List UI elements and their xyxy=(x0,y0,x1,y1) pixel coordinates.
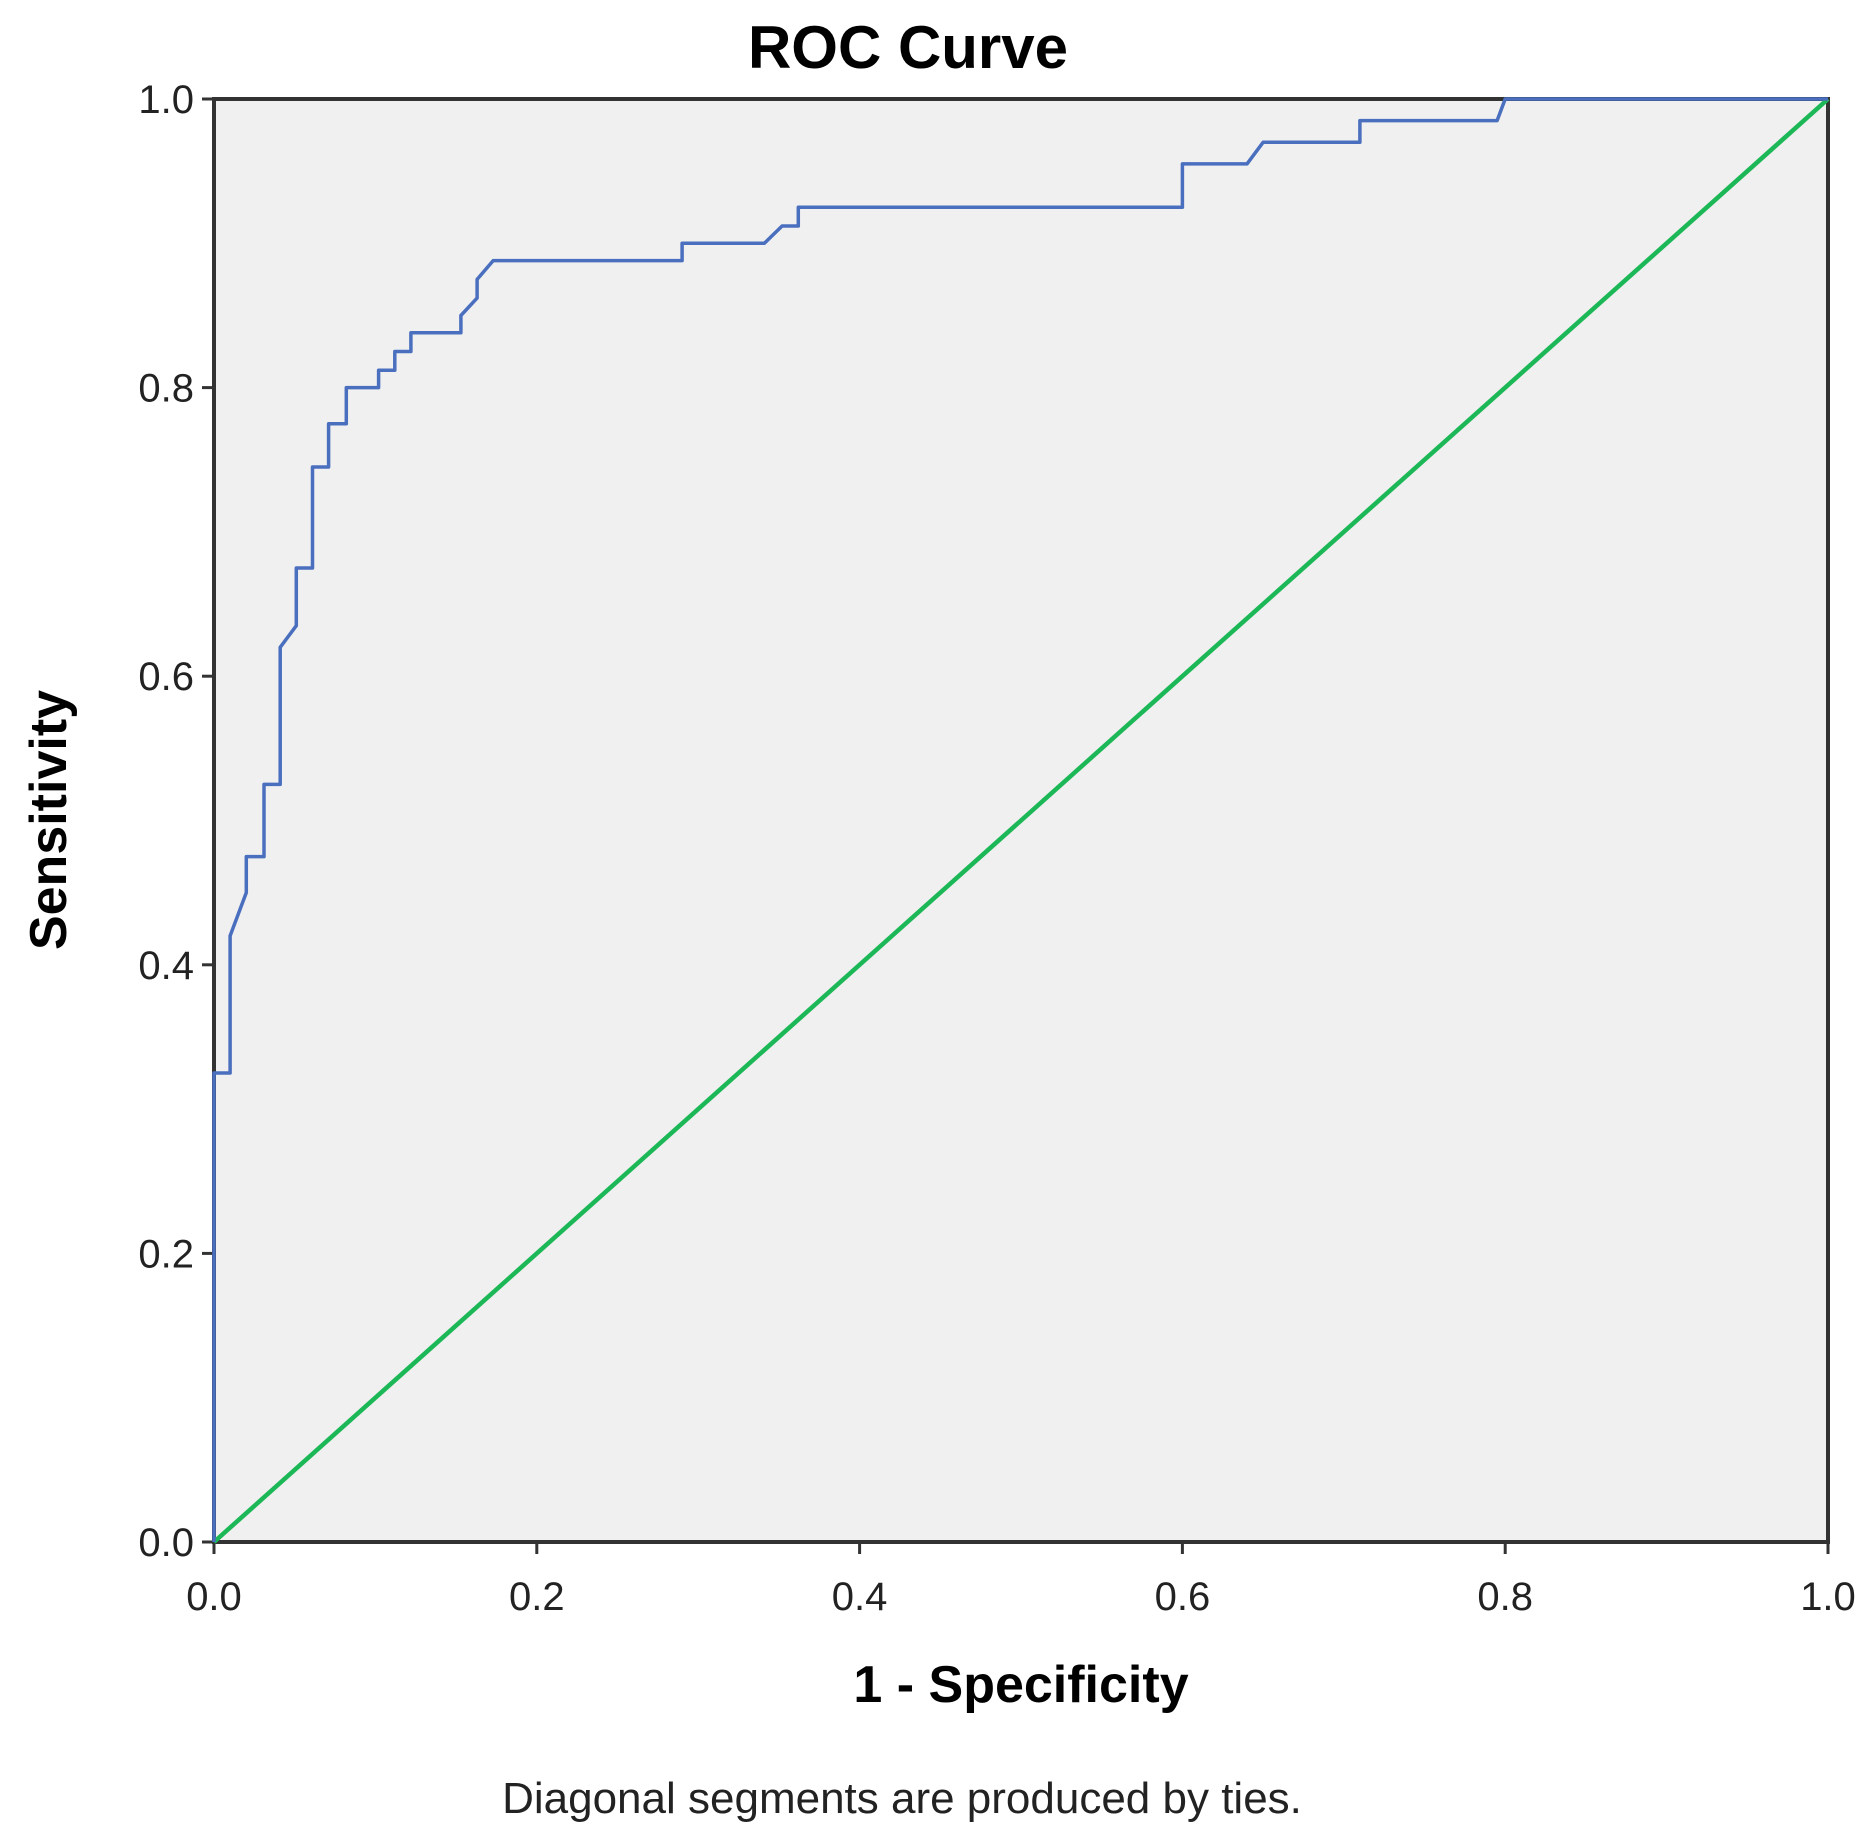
x-axis: 0.0 0.2 0.4 0.6 0.8 1.0 xyxy=(186,1542,1856,1619)
roc-curve-line xyxy=(212,97,1828,1542)
y-tick-label: 0.4 xyxy=(138,944,194,988)
y-axis-label: Sensitivity xyxy=(20,690,78,950)
y-tick-label: 0.8 xyxy=(138,367,194,411)
x-tick-label: 1.0 xyxy=(1800,1575,1856,1619)
x-tick-label: 0.6 xyxy=(1155,1575,1211,1619)
y-axis: 0.0 0.2 0.4 0.6 0.8 1.0 xyxy=(138,78,214,1565)
chart-footnote: Diagonal segments are produced by ties. xyxy=(502,1774,1302,1823)
y-tick-label: 0.2 xyxy=(138,1232,194,1276)
chart-title: ROC Curve xyxy=(748,14,1068,81)
x-axis-label: 1 - Specificity xyxy=(853,1656,1188,1714)
x-tick-label: 0.0 xyxy=(186,1575,242,1619)
x-tick-label: 0.2 xyxy=(509,1575,565,1619)
x-tick-label: 0.8 xyxy=(1477,1575,1533,1619)
y-tick-label: 0.0 xyxy=(138,1521,194,1565)
reference-diagonal-line xyxy=(212,97,1830,1544)
y-tick-label: 1.0 xyxy=(138,78,194,122)
y-tick-label: 0.6 xyxy=(138,655,194,699)
x-tick-label: 0.4 xyxy=(832,1575,888,1619)
